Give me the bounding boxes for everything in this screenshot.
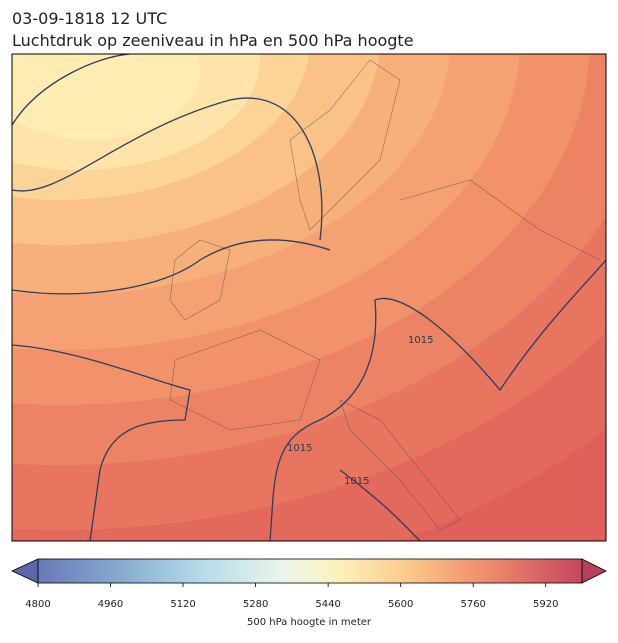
colorbar-tick-label: 5120 — [170, 599, 195, 610]
colorbar-tick-label: 5760 — [460, 599, 485, 610]
contour-label: 1015 — [287, 443, 312, 454]
colorbar-extend-low — [11, 558, 39, 584]
colorbar-bar — [37, 558, 583, 584]
colorbar-tick-label: 5600 — [388, 599, 413, 610]
colorbar-tick-label: 4960 — [98, 599, 123, 610]
map-title: Luchtdruk op zeeniveau in hPa en 500 hPa… — [12, 31, 414, 50]
colorbar-tick-label: 5920 — [533, 599, 558, 610]
colorbar — [11, 558, 607, 584]
map-area: 1015 1015 1015 — [12, 54, 606, 541]
map-date: 03-09-1818 12 UTC — [12, 9, 167, 28]
colorbar-label: 500 hPa hoogte in meter — [247, 617, 372, 628]
colorbar-tick-label: 5280 — [243, 599, 268, 610]
colorbar-tick-label: 5440 — [315, 599, 340, 610]
colorbar-tick-label: 4800 — [25, 599, 50, 610]
contour-label: 1015 — [408, 335, 433, 346]
colorbar-extend-high — [581, 558, 607, 584]
contour-label: 1015 — [344, 476, 369, 487]
map-frame — [11, 53, 607, 542]
